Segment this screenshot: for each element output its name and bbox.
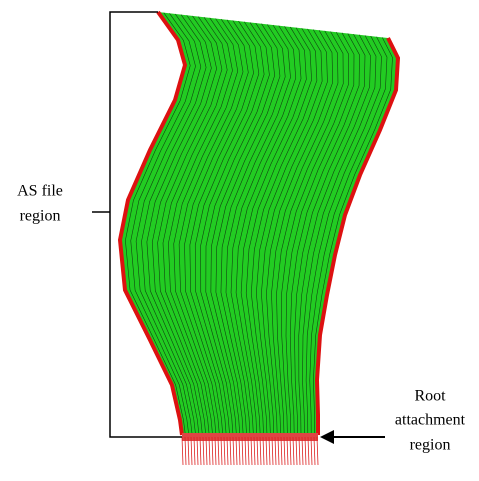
root-label: Root — [414, 388, 446, 405]
root-hatch — [308, 437, 309, 465]
root-hatch — [284, 437, 285, 465]
root-hatch — [236, 437, 237, 465]
blade — [120, 12, 398, 435]
root-hatch — [194, 437, 195, 465]
root-base — [182, 433, 318, 441]
root-hatch — [203, 437, 204, 465]
root-hatch — [182, 437, 183, 465]
root-hatch — [302, 437, 303, 465]
root-hatch — [206, 437, 207, 465]
root-hatch — [278, 437, 279, 465]
root-hatch — [248, 437, 249, 465]
root-hatch — [191, 437, 192, 465]
as-file-label: AS file — [17, 183, 63, 200]
root-hatch — [314, 437, 315, 465]
root-label: region — [410, 437, 451, 454]
root-hatch — [260, 437, 261, 465]
root-hatch — [290, 437, 291, 465]
arrow-head — [320, 430, 334, 444]
root-hatch — [287, 437, 288, 465]
root-hatch — [200, 437, 201, 465]
root-label: attachment — [395, 412, 466, 429]
root-hatch — [263, 437, 264, 465]
root-hatch — [242, 437, 243, 465]
root-hatch — [218, 437, 219, 465]
diagram: AS file region Root attachment region — [0, 0, 479, 481]
root-hatch — [296, 437, 297, 465]
root-hatch — [254, 437, 255, 465]
root-hatch — [281, 437, 282, 465]
root-hatch — [317, 437, 318, 465]
root-hatch — [227, 437, 228, 465]
root-hatch — [293, 437, 294, 465]
root-hatch — [251, 437, 252, 465]
root-hatch — [266, 437, 267, 465]
root-hatch — [224, 437, 225, 465]
root-hatch — [209, 437, 210, 465]
root-hatch — [197, 437, 198, 465]
root-hatch — [257, 437, 258, 465]
page: AS file region Root attachment region ((… — [0, 0, 479, 481]
root-hatch — [311, 437, 312, 465]
root-hatch — [299, 437, 300, 465]
root-hatch — [188, 437, 189, 465]
root-hatch — [221, 437, 222, 465]
root-hatch — [212, 437, 213, 465]
root-hatch — [275, 437, 276, 465]
root-hatch — [239, 437, 240, 465]
root-attachment — [182, 433, 318, 465]
as-file-label: region — [20, 208, 61, 225]
root-hatch — [233, 437, 234, 465]
root-hatch — [272, 437, 273, 465]
root-hatch — [185, 437, 186, 465]
root-hatch — [245, 437, 246, 465]
root-hatch — [230, 437, 231, 465]
root-hatch — [269, 437, 270, 465]
root-hatch — [215, 437, 216, 465]
root-hatch — [305, 437, 306, 465]
